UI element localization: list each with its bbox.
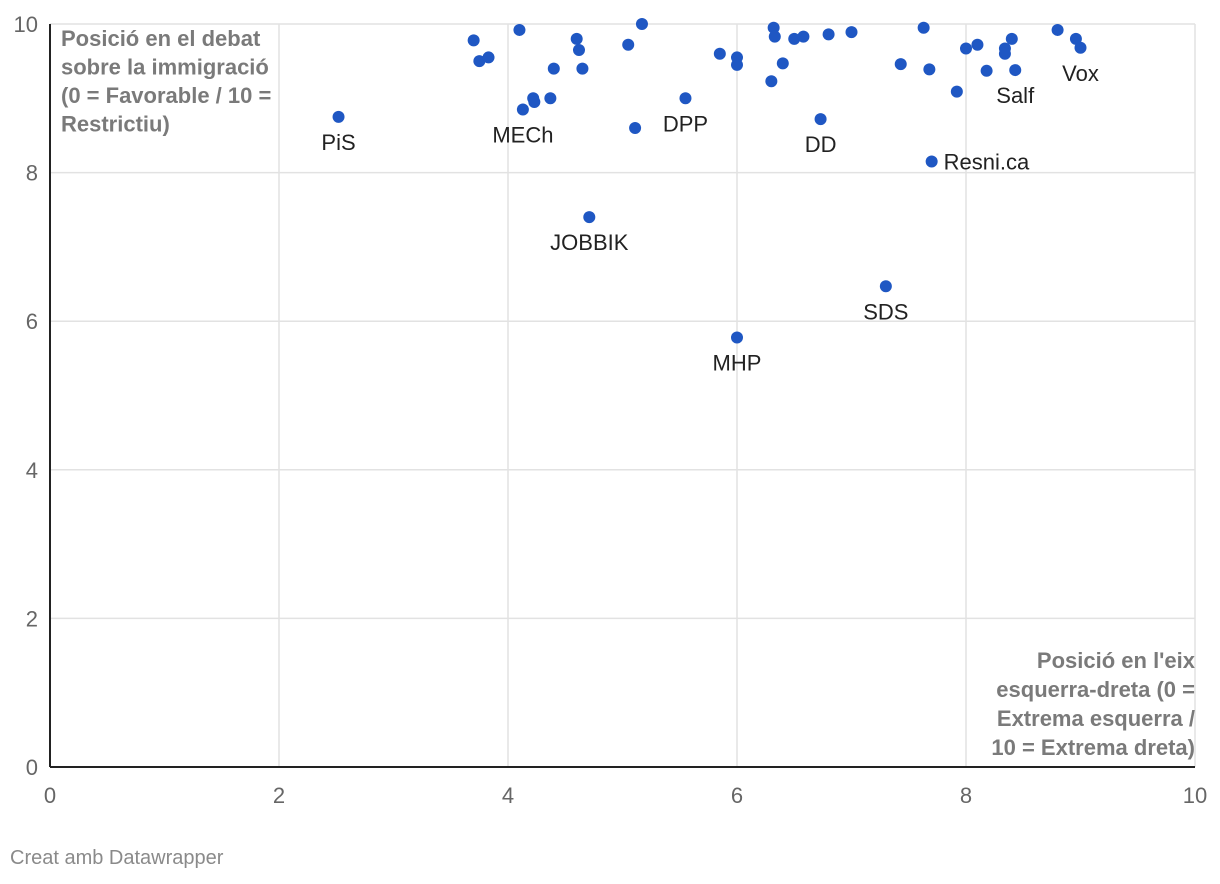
data-point [467,34,480,47]
axis-titles: Posició en el debat sobre la immigració (0… [61,26,1196,760]
y-tick-label: 0 [26,755,38,780]
data-point [731,58,743,71]
data-point [629,122,642,135]
point-label-pis: PiS [321,130,355,155]
data-point [576,62,589,75]
data-point [572,44,585,57]
data-point [788,32,801,45]
data-point [544,92,557,105]
data-point [1005,32,1018,45]
gridlines [50,23,1196,767]
data-point [998,47,1011,60]
y-tick-label: 6 [26,309,38,334]
data-point [332,110,345,123]
axes: 0 2 4 6 8 10 0 2 4 6 8 10 [14,12,1208,808]
data-point [960,42,972,55]
x-tick-label: 6 [731,783,743,808]
data-point [622,38,635,51]
data-point [765,75,778,88]
x-tick-label: 8 [960,783,972,808]
point-label-resni-ca: Resni.ca [944,149,1030,174]
x-axis-title-line: esquerra-dreta (0 = [996,677,1195,702]
point-labels: PiS MECh JOBBIK DPP MHP DD SDS Resni.ca Salf Vox [321,61,1098,376]
point-label-mhp: MHP [713,351,762,376]
data-point [1051,23,1064,36]
data-point [1069,32,1082,45]
data-point [1074,41,1087,54]
data-point [713,47,726,60]
data-point [731,331,743,344]
x-tick-label: 2 [273,783,285,808]
point-label-vox: Vox [1062,61,1099,86]
data-point [879,280,892,293]
data-point [1009,64,1022,77]
x-tick-label: 10 [1183,783,1207,808]
data-point [482,51,495,64]
data-point [917,21,930,34]
x-axis-title-line: Extrema esquerra / [997,706,1195,731]
source-credit[interactable]: Creat amb Datawrapper [10,847,224,869]
data-point [513,23,526,36]
point-label-jobbik: JOBBIK [550,230,629,255]
point-label-dpp: DPP [663,111,708,136]
data-point [980,64,993,77]
data-point [814,113,827,126]
y-axis-title-line: (0 = Favorable / 10 = [61,83,271,108]
point-label-sds: SDS [863,299,908,324]
point-label-dd: DD [805,132,837,157]
data-point [767,21,780,34]
data-point [473,55,486,68]
data-point [925,155,938,168]
data-point [583,211,596,224]
x-axis-title-line: 10 = Extrema dreta) [991,735,1195,760]
data-point [547,62,560,75]
y-tick-label: 4 [26,458,38,483]
data-point [894,58,907,71]
y-axis-title-line: sobre la immigració [61,55,269,80]
data-point [768,30,781,43]
y-axis-title-line: Restrictiu) [61,112,170,137]
data-points [332,18,1087,344]
point-label-mech: MECh [492,122,553,147]
y-tick-label: 10 [14,12,38,37]
point-label-salf: Salf [996,83,1035,108]
y-axis-title-line: Posició en el debat [61,26,261,51]
x-tick-label: 0 [44,783,56,808]
data-point [516,103,529,116]
data-point [822,28,835,41]
data-point [950,85,963,98]
data-point [776,57,789,70]
data-point [797,30,810,43]
data-point [845,26,858,39]
data-point [528,96,541,109]
data-point [679,92,692,105]
data-point [635,18,648,30]
data-point [570,32,583,45]
y-tick-label: 8 [26,161,38,186]
data-point [923,63,936,76]
y-tick-label: 2 [26,606,38,631]
x-tick-label: 4 [502,783,514,808]
x-axis-title-line: Posició en l'eix [1037,648,1196,673]
data-point [971,38,984,51]
